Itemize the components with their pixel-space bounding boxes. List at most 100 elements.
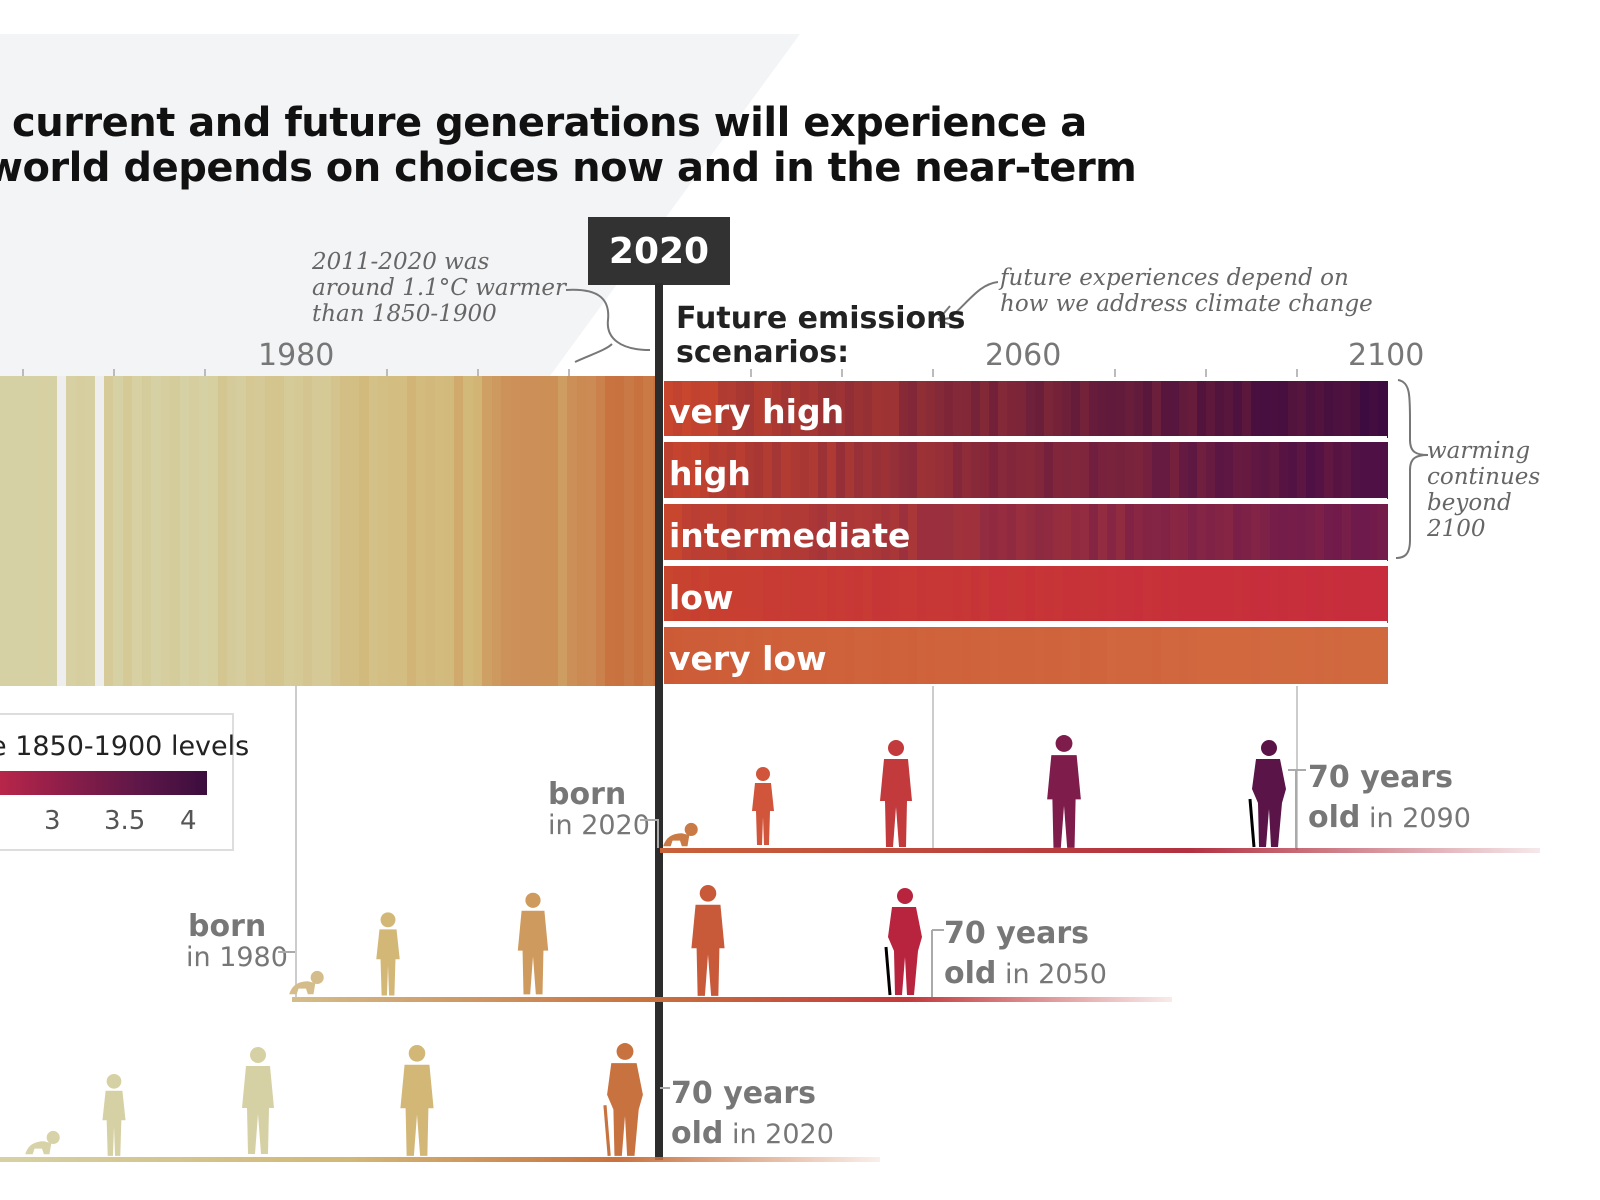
scenario-stripe	[1359, 442, 1370, 499]
scenario-stripe	[1233, 381, 1243, 438]
warming-stripe	[510, 376, 521, 686]
scenario-stripe	[1305, 504, 1316, 561]
scenario-stripe	[763, 504, 774, 561]
scenario-stripe	[1341, 504, 1352, 561]
axis-tick	[568, 369, 570, 377]
scenario-stripe	[1016, 566, 1027, 623]
scenario-stripe	[691, 442, 701, 499]
scenario-stripe	[1025, 504, 1036, 561]
scenario-stripe	[763, 566, 774, 623]
scenario-stripe	[1314, 627, 1325, 684]
annotation-line: beyond	[1427, 490, 1512, 516]
scenario-stripe	[908, 504, 918, 561]
warming-stripe	[56, 376, 67, 686]
scenario-stripe	[971, 627, 981, 684]
scenario-stripe	[926, 504, 936, 561]
age-2050-connector	[931, 929, 944, 997]
scenario-stripe	[998, 627, 1008, 684]
scenario-stripe	[1296, 442, 1307, 499]
scenario-stripe	[1070, 627, 1081, 684]
scenario-stripe	[1142, 504, 1153, 561]
scenario-stripe	[808, 566, 819, 623]
warming-stripe	[170, 376, 181, 686]
scenario-stripe	[1233, 627, 1243, 684]
scenario-stripe	[1070, 442, 1081, 499]
scenario-stripe	[1278, 627, 1289, 684]
scenario-stripe	[1314, 381, 1325, 438]
scenario-stripe	[1341, 442, 1352, 499]
scenario-stripe	[1088, 627, 1099, 684]
warming-stripe	[633, 376, 644, 686]
scenario-stripe	[880, 442, 891, 499]
warming-stripe	[312, 376, 323, 686]
scenario-stripe	[1224, 627, 1234, 684]
scenario-stripe	[1079, 442, 1090, 499]
scenario-stripe	[1142, 627, 1153, 684]
scenario-stripe	[971, 442, 981, 499]
scenario-stripe	[1269, 566, 1280, 623]
warming-stripe	[255, 376, 266, 686]
scenario-stripe	[718, 381, 728, 438]
warming-stripe	[520, 376, 531, 686]
scenario-stripe	[1016, 381, 1027, 438]
scenario-stripe	[1133, 627, 1144, 684]
age-years: 70 years	[671, 1076, 816, 1111]
scenario-stripe	[1170, 627, 1180, 684]
warming-stripe	[501, 376, 512, 686]
scenario-stripe	[862, 627, 873, 684]
annotation-line: than 1850-1900	[312, 301, 497, 327]
scenario-stripe	[1052, 381, 1063, 438]
scenario-stripe	[1296, 504, 1307, 561]
scenario-stripe	[1124, 627, 1135, 684]
warming-stripe	[643, 376, 654, 686]
scenario-stripe	[1115, 442, 1126, 499]
scenario-stripe	[673, 627, 683, 684]
warming-stripe	[141, 376, 152, 686]
scenario-stripe	[790, 566, 801, 623]
warming-stripe	[179, 376, 190, 686]
scenario-stripe	[826, 566, 837, 623]
warming-stripe	[406, 376, 417, 686]
scenario-stripe	[944, 381, 954, 438]
scenarios-heading: Future emissions scenarios:	[676, 302, 965, 370]
person-icon	[752, 767, 774, 845]
ground-line-1980-generation	[292, 997, 1172, 1002]
scenario-stripe	[1242, 627, 1253, 684]
scenario-stripe	[953, 627, 963, 684]
axis-tick	[204, 369, 206, 377]
warming-stripe	[548, 376, 559, 686]
warming-stripe	[605, 376, 616, 686]
annotation-beyond: warming continues beyond 2100	[1427, 438, 1540, 542]
scenarios-heading-line: Future emissions	[676, 301, 966, 336]
scenario-stripe	[1097, 504, 1108, 561]
scenario-stripe	[1224, 381, 1234, 438]
scenario-stripe	[790, 442, 801, 499]
warming-stripe	[0, 376, 11, 686]
scenario-stripe	[1070, 566, 1081, 623]
scenario-stripe	[1106, 381, 1117, 438]
person-icon	[376, 912, 400, 996]
scenario-stripe	[998, 566, 1008, 623]
scenario-stripe	[700, 566, 710, 623]
scenario-stripe	[1215, 627, 1225, 684]
warmer-connector	[565, 288, 651, 363]
scenario-stripe	[1278, 442, 1289, 499]
scenario-stripe	[1377, 381, 1388, 438]
scenario-stripe	[808, 504, 819, 561]
axis-tick	[113, 369, 115, 377]
scenario-stripe	[1124, 381, 1135, 438]
scenario-stripe	[745, 442, 755, 499]
scenario-stripe	[1251, 566, 1262, 623]
scenario-stripe	[727, 566, 737, 623]
scenario-label-high: high	[669, 454, 751, 493]
scenario-stripe	[1179, 381, 1189, 438]
scenario-stripe	[1088, 442, 1099, 499]
scenario-stripe	[1043, 442, 1054, 499]
scenario-stripe	[1034, 566, 1045, 623]
year-badge: 2020	[588, 217, 730, 285]
scenario-stripe	[1368, 442, 1379, 499]
scenario-stripe	[926, 627, 936, 684]
scenario-stripe	[673, 566, 683, 623]
scenario-stripe	[1350, 504, 1361, 561]
